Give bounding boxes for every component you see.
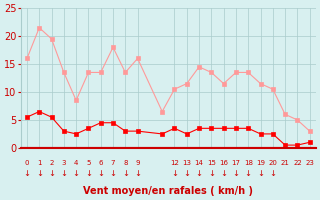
Text: ↓: ↓ <box>60 169 67 178</box>
Text: ↓: ↓ <box>232 169 239 178</box>
Text: ↓: ↓ <box>48 169 55 178</box>
X-axis label: Vent moyen/en rafales ( km/h ): Vent moyen/en rafales ( km/h ) <box>83 186 253 196</box>
Text: ↓: ↓ <box>109 169 116 178</box>
Text: ↓: ↓ <box>36 169 43 178</box>
Text: ↓: ↓ <box>220 169 227 178</box>
Text: ↓: ↓ <box>97 169 104 178</box>
Text: ↓: ↓ <box>208 169 215 178</box>
Text: ↓: ↓ <box>269 169 276 178</box>
Text: ↓: ↓ <box>171 169 178 178</box>
Text: ↓: ↓ <box>23 169 30 178</box>
Text: ↓: ↓ <box>122 169 129 178</box>
Text: ↓: ↓ <box>134 169 141 178</box>
Text: ↓: ↓ <box>85 169 92 178</box>
Text: ↓: ↓ <box>245 169 252 178</box>
Text: ↓: ↓ <box>183 169 190 178</box>
Text: ↓: ↓ <box>196 169 203 178</box>
Text: ↓: ↓ <box>257 169 264 178</box>
Text: ↓: ↓ <box>73 169 80 178</box>
